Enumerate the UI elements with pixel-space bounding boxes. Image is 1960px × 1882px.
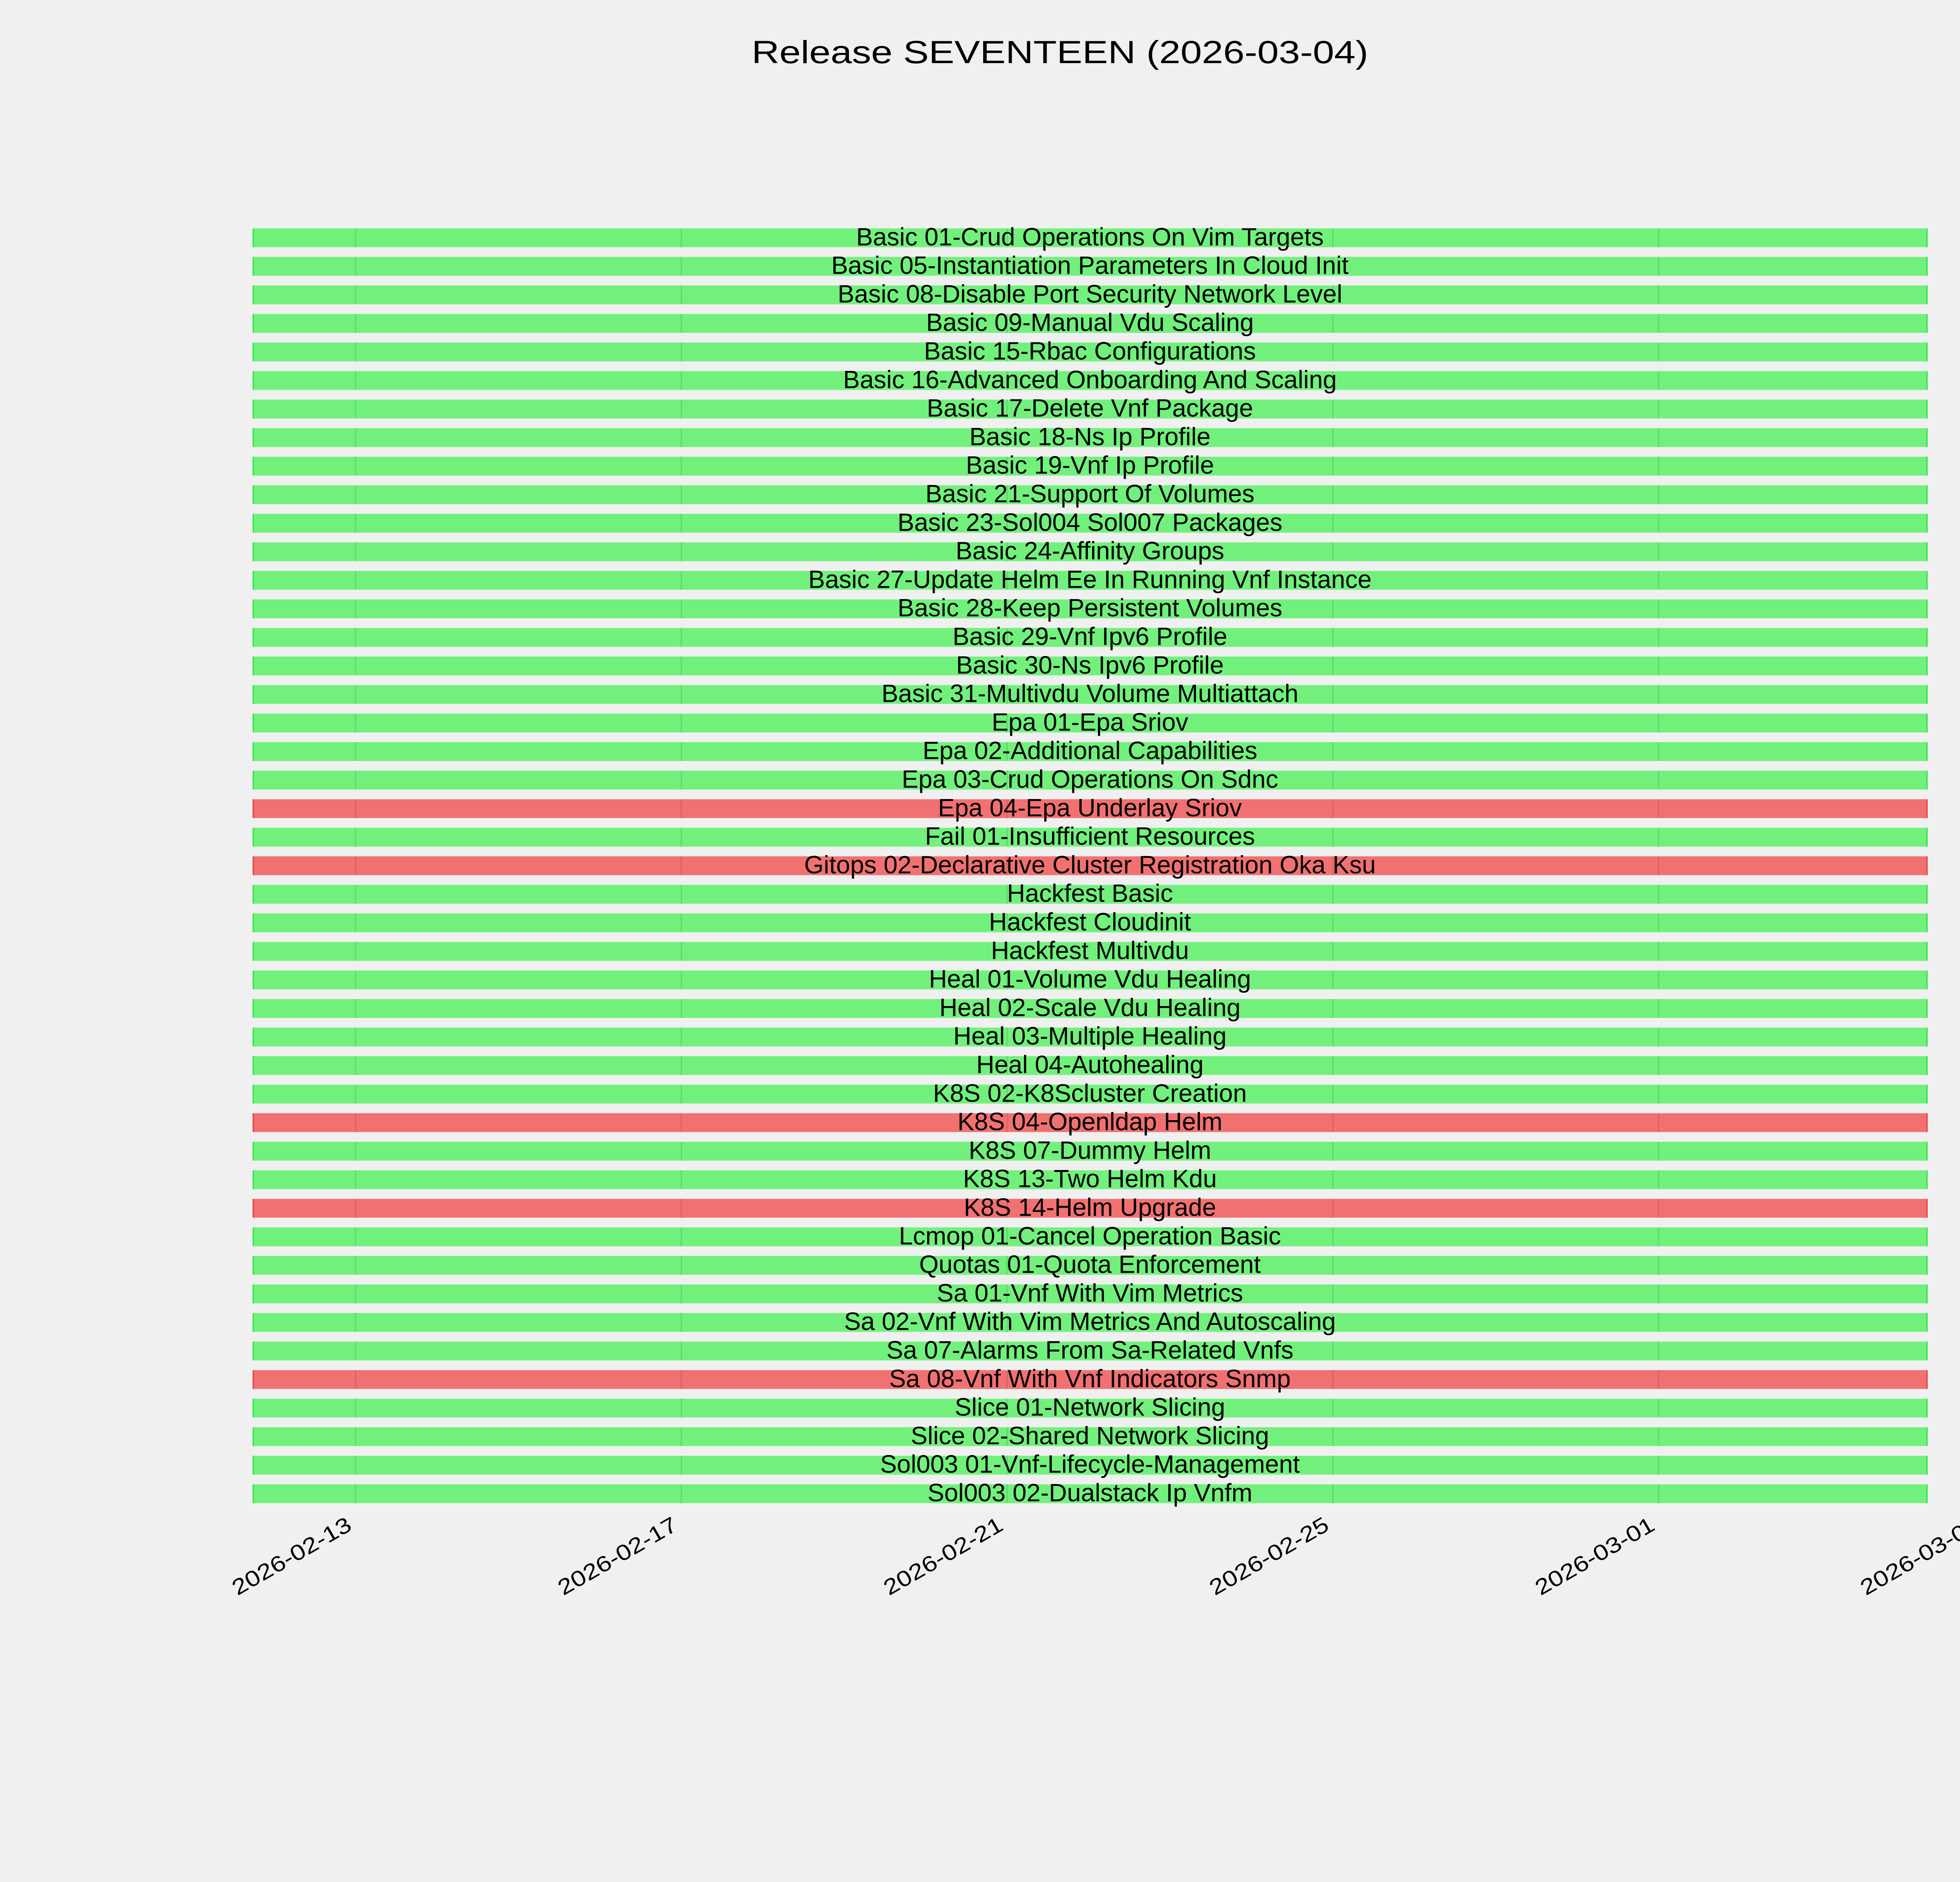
svg-text:Basic 27-Update Helm Ee In Run: Basic 27-Update Helm Ee In Running Vnf I… [808,565,1372,593]
svg-text:Release SEVENTEEN (2026-03-04): Release SEVENTEEN (2026-03-04) [751,35,1368,70]
svg-text:Epa 04-Epa Underlay Sriov: Epa 04-Epa Underlay Sriov [938,794,1242,822]
svg-text:Slice 01-Network Slicing: Slice 01-Network Slicing [955,1393,1225,1421]
svg-text:Basic 05-Instantiation Paramet: Basic 05-Instantiation Parameters In Clo… [831,251,1349,280]
svg-text:K8S 04-Openldap Helm: K8S 04-Openldap Helm [958,1108,1223,1136]
svg-text:Basic 21-Support Of Volumes: Basic 21-Support Of Volumes [926,480,1255,508]
svg-text:Gitops 02-Declarative Cluster: Gitops 02-Declarative Cluster Registrati… [804,850,1376,879]
svg-text:Heal 04-Autohealing: Heal 04-Autohealing [976,1050,1204,1079]
svg-text:Basic 23-Sol004 Sol007 Package: Basic 23-Sol004 Sol007 Packages [898,508,1283,536]
svg-text:Heal 02-Scale Vdu Healing: Heal 02-Scale Vdu Healing [939,993,1240,1021]
svg-text:Slice 02-Shared Network Slicin: Slice 02-Shared Network Slicing [911,1421,1269,1450]
svg-text:K8S 14-Helm Upgrade: K8S 14-Helm Upgrade [964,1193,1216,1221]
svg-text:Sol003 01-Vnf-Lifecycle-Manage: Sol003 01-Vnf-Lifecycle-Management [880,1450,1300,1478]
svg-text:Epa 02-Additional Capabilities: Epa 02-Additional Capabilities [923,736,1258,765]
svg-text:Sa 08-Vnf With Vnf Indicators: Sa 08-Vnf With Vnf Indicators Snmp [889,1364,1290,1393]
svg-text:Basic 15-Rbac Configurations: Basic 15-Rbac Configurations [924,337,1256,365]
svg-text:Sa 01-Vnf With Vim Metrics: Sa 01-Vnf With Vim Metrics [937,1279,1243,1307]
svg-text:Basic 01-Crud Operations On Vi: Basic 01-Crud Operations On Vim Targets [856,223,1324,251]
svg-text:Sa 02-Vnf With Vim Metrics And: Sa 02-Vnf With Vim Metrics And Autoscali… [844,1307,1336,1335]
svg-text:Sol003 02-Dualstack Ip Vnfm: Sol003 02-Dualstack Ip Vnfm [927,1479,1252,1507]
svg-text:Basic 31-Multivdu Volume Multi: Basic 31-Multivdu Volume Multiattach [882,679,1299,708]
svg-text:Hackfest Multivdu: Hackfest Multivdu [991,936,1189,965]
svg-text:Heal 01-Volume Vdu Healing: Heal 01-Volume Vdu Healing [929,965,1251,993]
svg-text:Epa 03-Crud Operations On Sdnc: Epa 03-Crud Operations On Sdnc [902,765,1278,793]
svg-text:Basic 24-Affinity Groups: Basic 24-Affinity Groups [956,537,1224,565]
svg-text:Basic 28-Keep Persistent Volum: Basic 28-Keep Persistent Volumes [898,594,1283,622]
svg-text:Basic 30-Ns Ipv6 Profile: Basic 30-Ns Ipv6 Profile [956,651,1224,679]
svg-text:Basic 09-Manual Vdu Scaling: Basic 09-Manual Vdu Scaling [926,308,1254,336]
svg-text:Hackfest Cloudinit: Hackfest Cloudinit [989,908,1191,936]
svg-text:Sa 07-Alarms From Sa-Related V: Sa 07-Alarms From Sa-Related Vnfs [886,1336,1294,1364]
svg-text:Lcmop 01-Cancel Operation Basi: Lcmop 01-Cancel Operation Basic [899,1222,1281,1250]
svg-text:Quotas 01-Quota Enforcement: Quotas 01-Quota Enforcement [919,1250,1261,1279]
svg-text:Basic 08-Disable Port Security: Basic 08-Disable Port Security Network L… [838,280,1343,308]
svg-text:Epa 01-Epa Sriov: Epa 01-Epa Sriov [992,708,1189,736]
svg-text:Basic 19-Vnf Ip Profile: Basic 19-Vnf Ip Profile [966,451,1214,479]
svg-text:Heal 03-Multiple Healing: Heal 03-Multiple Healing [953,1022,1227,1050]
svg-text:Basic 17-Delete Vnf Package: Basic 17-Delete Vnf Package [927,394,1253,422]
svg-text:Hackfest Basic: Hackfest Basic [1007,879,1173,907]
svg-text:K8S 07-Dummy Helm: K8S 07-Dummy Helm [969,1136,1211,1164]
svg-text:Basic 16-Advanced Onboarding A: Basic 16-Advanced Onboarding And Scaling [843,365,1337,394]
svg-text:Fail 01-Insufficient Resources: Fail 01-Insufficient Resources [925,822,1255,850]
svg-text:K8S 02-K8Scluster Creation: K8S 02-K8Scluster Creation [933,1079,1247,1107]
svg-text:K8S 13-Two Helm Kdu: K8S 13-Two Helm Kdu [963,1164,1217,1193]
svg-text:Basic 29-Vnf Ipv6 Profile: Basic 29-Vnf Ipv6 Profile [953,622,1227,650]
svg-text:Basic 18-Ns Ip Profile: Basic 18-Ns Ip Profile [969,422,1210,451]
